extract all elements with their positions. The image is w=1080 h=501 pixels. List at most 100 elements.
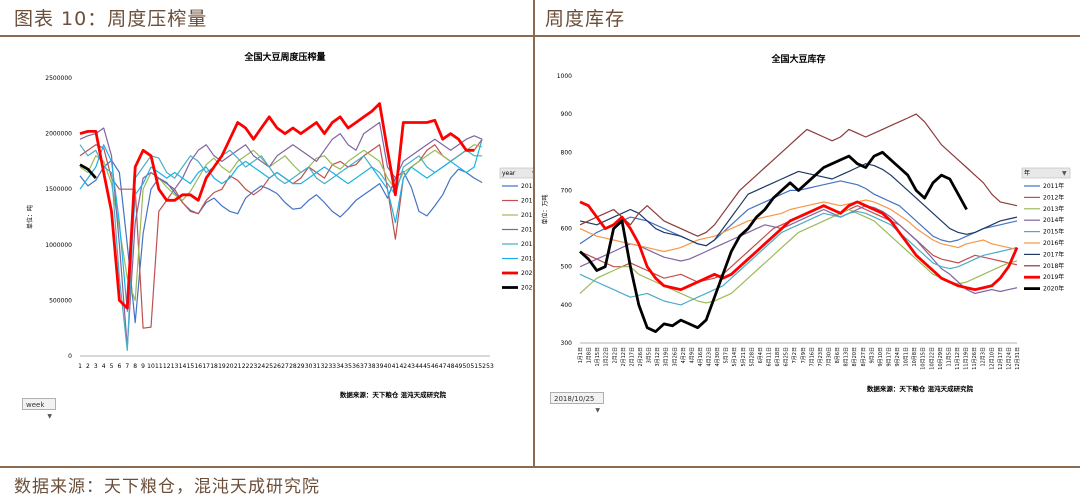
chart-title: 全国大豆库存: [770, 53, 825, 65]
x-tick-label: 10月15日: [921, 347, 927, 370]
x-tick-label: 8月20日: [852, 347, 858, 367]
x-tick-label: 4月2日: [681, 347, 687, 363]
x-tick-label: 10月29日: [938, 347, 944, 370]
x-tick-label: 2月26日: [638, 347, 644, 367]
series-line-2015年: [579, 210, 1018, 306]
x-tick-label: 46: [431, 363, 439, 370]
x-tick-label: 3: [94, 363, 98, 370]
x-tick-label: 2月2日: [612, 347, 618, 363]
chevron-down-icon: ▼: [47, 413, 52, 420]
x-tick-label: 5: [110, 363, 114, 370]
legend-entry: 2017年: [1043, 250, 1064, 258]
x-tick-label: 9月10日: [878, 347, 884, 367]
x-tick-label: 6月4日: [758, 347, 764, 363]
x-tick-label: 13: [171, 363, 179, 370]
legend-entry: 2016: [521, 212, 533, 219]
panel-divider: [533, 0, 535, 466]
legend-entry: 2015: [521, 198, 533, 205]
y-tick-label: 1000: [557, 73, 572, 80]
x-tick-label: 43: [407, 363, 415, 370]
x-tick-label: 27: [281, 363, 289, 370]
x-tick-label: 35: [344, 363, 352, 370]
right-figure-title: 周度库存: [545, 8, 626, 30]
week-filter-label: week: [26, 401, 45, 409]
x-tick-label: 10月8日: [912, 347, 918, 367]
x-tick-label: 30: [305, 363, 313, 370]
filter-icon: ▼: [1062, 170, 1067, 177]
left-figure-title: 图表 10：周度压榨量: [14, 8, 208, 30]
y-tick-label: 800: [561, 149, 573, 156]
date-filter-label: 2018/10/25: [554, 395, 595, 403]
legend-title: 年: [1024, 169, 1030, 177]
x-tick-label: 11: [155, 363, 163, 370]
x-tick-label: 7月9日: [801, 347, 807, 363]
x-tick-label: 12月31日: [1015, 347, 1021, 370]
x-tick-label: 31: [313, 363, 321, 370]
x-tick-label: 7月30日: [826, 347, 832, 367]
x-tick-label: 6月25日: [784, 347, 790, 367]
y-tick-label: 700: [561, 187, 573, 194]
x-tick-label: 4月16日: [698, 347, 704, 367]
series-line-2019: [79, 139, 483, 313]
footer-rule: [0, 466, 1080, 468]
x-tick-label: 52: [478, 363, 486, 370]
x-tick-label: 5月28日: [749, 347, 755, 367]
x-tick-label: 1: [78, 363, 82, 370]
series-line-2014: [79, 159, 483, 324]
series-line-2013年: [579, 208, 1018, 304]
x-tick-label: 18: [210, 363, 218, 370]
date-filter-dropdown[interactable]: 2018/10/25 ▼: [550, 392, 604, 414]
y-tick-label: 2000000: [45, 131, 72, 138]
series-line-2014年: [579, 205, 1018, 294]
x-tick-label: 29: [297, 363, 305, 370]
x-tick-label: 6月18日: [775, 347, 781, 367]
y-tick-label: 2500000: [45, 75, 72, 82]
x-tick-label: 41: [392, 363, 400, 370]
series-line-2017年: [579, 163, 1018, 247]
x-tick-label: 45: [423, 363, 431, 370]
x-tick-label: 9月3日: [869, 347, 875, 363]
x-tick-label: 26: [273, 363, 281, 370]
x-tick-label: 23: [250, 363, 258, 370]
x-tick-label: 9月17日: [886, 347, 892, 367]
x-tick-label: 12月17日: [998, 347, 1004, 370]
x-tick-label: 19: [218, 363, 226, 370]
x-tick-label: 49: [455, 363, 463, 370]
y-tick-label: 900: [561, 111, 573, 118]
x-tick-label: 1月22日: [604, 347, 610, 367]
x-tick-label: 3月26日: [672, 347, 678, 367]
legend-entry: 2020: [521, 270, 533, 277]
x-tick-label: 42: [399, 363, 407, 370]
x-tick-label: 50: [463, 363, 471, 370]
series-line-2018年: [579, 113, 1018, 237]
x-tick-label: 34: [336, 363, 344, 370]
x-tick-label: 47: [439, 363, 447, 370]
legend-entry: 2015年: [1043, 228, 1064, 236]
x-tick-label: 15: [187, 363, 195, 370]
legend-title: year: [502, 170, 516, 177]
x-tick-label: 3月12日: [655, 347, 661, 367]
series-line-2020年: [579, 150, 968, 333]
x-tick-label: 40: [384, 363, 392, 370]
x-tick-label: 20: [226, 363, 234, 370]
legend-entry: 2019年: [1043, 273, 1064, 281]
x-tick-label: 5月7日: [724, 347, 730, 363]
y-tick-label: 1000000: [45, 242, 72, 249]
x-tick-label: 7: [125, 363, 129, 370]
legend-entry: 2013年: [1043, 205, 1064, 213]
x-tick-label: 2月12日: [621, 347, 627, 367]
x-tick-label: 36: [352, 363, 360, 370]
x-tick-label: 28: [289, 363, 297, 370]
x-tick-label: 11月26日: [972, 347, 978, 370]
week-filter-dropdown[interactable]: week ▼: [22, 398, 56, 420]
y-tick-label: 1500000: [45, 186, 72, 193]
x-tick-label: 51: [470, 363, 478, 370]
x-tick-label: 48: [447, 363, 455, 370]
x-tick-label: 32: [321, 363, 329, 370]
legend-header: [499, 167, 533, 179]
x-tick-label: 7月16日: [809, 347, 815, 367]
legend-entry: 2020年: [1043, 285, 1064, 293]
x-tick-label: 3月5日: [647, 347, 653, 363]
